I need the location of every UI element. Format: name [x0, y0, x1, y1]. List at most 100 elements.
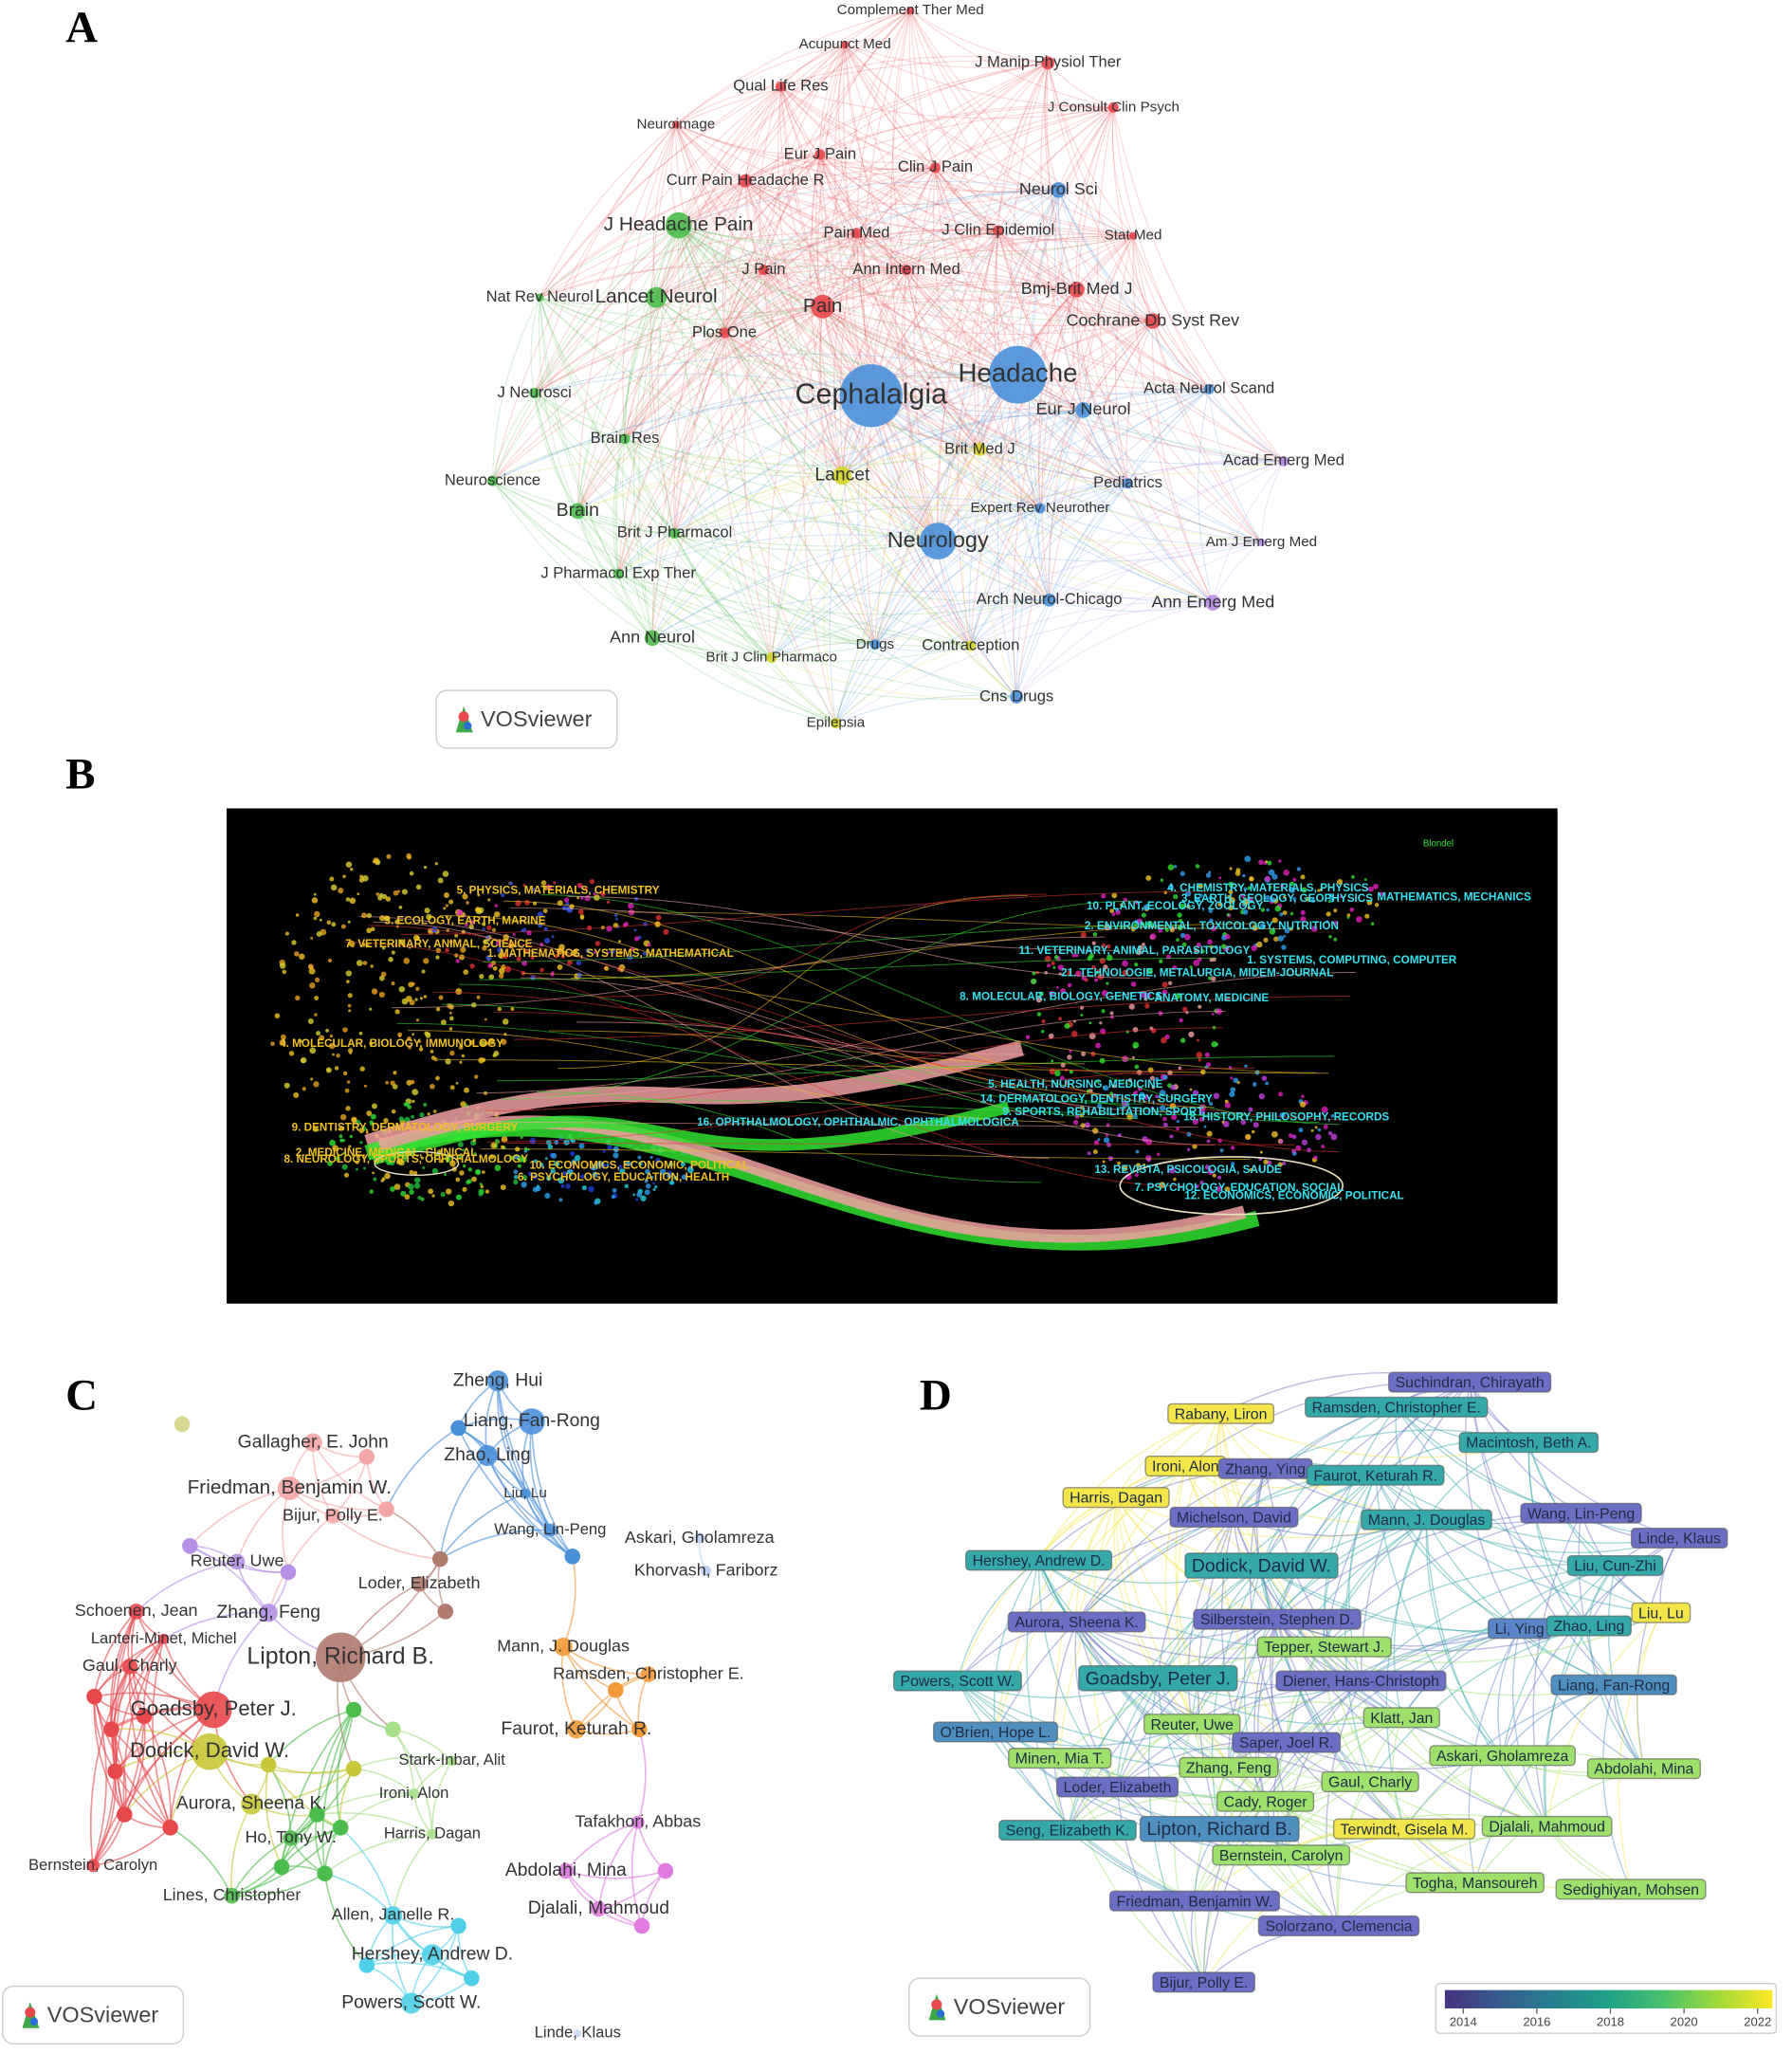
- journal-dot: [355, 1160, 359, 1164]
- edge: [1337, 1716, 1402, 1926]
- edge: [978, 449, 1041, 509]
- journal-dot: [469, 920, 475, 926]
- journal-dot: [335, 1155, 341, 1162]
- journal-dot: [1326, 911, 1331, 917]
- edge: [803, 306, 836, 724]
- node-label: Allen, Janelle R.: [332, 1905, 455, 1924]
- journal-dot: [472, 1138, 476, 1143]
- journal-dot: [1080, 1051, 1087, 1056]
- journal-dot: [501, 892, 505, 898]
- node: [973, 443, 987, 456]
- journal-dot: [606, 1164, 610, 1167]
- edge: [492, 456, 843, 482]
- edge: [935, 167, 1153, 322]
- edge: [856, 106, 1114, 234]
- journal-dot: [370, 964, 374, 968]
- edge: [874, 483, 1128, 646]
- journal-dot: [427, 1112, 430, 1116]
- journal-dot: [544, 1192, 551, 1200]
- edge: [844, 44, 1077, 290]
- journal-dot: [1209, 1101, 1214, 1107]
- edge: [110, 1729, 127, 1815]
- edge: [1152, 321, 1214, 603]
- edge: [1039, 507, 1214, 604]
- node-label: Eur J Pain: [784, 144, 856, 162]
- edge: [92, 1729, 116, 1866]
- journal-dot: [1176, 938, 1179, 942]
- edge: [1049, 599, 1214, 613]
- edge: [538, 297, 578, 512]
- edge: [624, 269, 907, 440]
- journal-dot: [558, 1177, 565, 1184]
- journal-dot: [502, 1018, 509, 1025]
- node: [86, 1859, 100, 1873]
- edge: [744, 180, 764, 270]
- edge: [874, 507, 1041, 646]
- edge: [230, 1837, 292, 1897]
- edge: [744, 180, 843, 476]
- edge: [624, 438, 836, 724]
- journal-dot: [344, 1088, 350, 1093]
- edge: [678, 225, 1153, 322]
- edge: [539, 266, 764, 299]
- edge: [779, 86, 821, 156]
- journal-dot: [348, 1145, 352, 1148]
- edge: [539, 167, 936, 299]
- edge: [1076, 1468, 1266, 1622]
- node-label: Harris, Dagan: [384, 1824, 481, 1842]
- journal-dot: [1159, 959, 1163, 963]
- corner-text: Blondel: [1423, 838, 1454, 849]
- journal-dot: [632, 1193, 636, 1197]
- journal-dot: [523, 1149, 528, 1153]
- journal-dot: [578, 885, 582, 889]
- edge: [1112, 107, 1285, 462]
- node: [194, 1691, 232, 1729]
- journal-dot: [388, 957, 393, 962]
- journal-dot: [530, 955, 535, 960]
- journal-dot: [606, 926, 613, 932]
- journal-dot: [1041, 1019, 1046, 1024]
- journal-dot: [1328, 892, 1334, 898]
- edge: [492, 438, 626, 482]
- edge: [624, 332, 725, 440]
- edges: [491, 9, 1285, 724]
- edge: [678, 225, 1134, 259]
- journal-dot: [580, 896, 584, 900]
- journal-dot: [1291, 1134, 1297, 1140]
- node-label: Michelson, David: [1177, 1510, 1291, 1526]
- edge: [779, 86, 980, 450]
- edge: [744, 180, 1018, 376]
- journal-dot: [490, 941, 494, 944]
- edge: [617, 504, 1041, 575]
- edge: [1076, 235, 1134, 290]
- journal-dot: [482, 945, 487, 951]
- node-label: Arch Neurol-Chicago: [977, 590, 1123, 608]
- journal-dot: [449, 1085, 455, 1091]
- journal-dot: [635, 1198, 639, 1201]
- node-label: Dodick, David W.: [130, 1738, 289, 1762]
- journal-dot: [406, 995, 412, 1002]
- journal-dot: [1226, 913, 1230, 917]
- edge: [978, 107, 1114, 449]
- node: [1203, 383, 1215, 394]
- journal-dot: [1292, 877, 1297, 882]
- edge: [723, 332, 972, 647]
- edge: [1016, 107, 1114, 376]
- edge: [539, 297, 773, 658]
- journal-dot: [1251, 944, 1257, 952]
- journal-dot: [1278, 1091, 1283, 1097]
- journal-dot: [1051, 961, 1055, 966]
- edge: [997, 229, 1153, 322]
- edge: [841, 167, 936, 476]
- journal-dot: [521, 1174, 528, 1181]
- edge: [1057, 189, 1134, 237]
- node-label: Plos One: [692, 322, 757, 340]
- journal-dot: [270, 1041, 275, 1047]
- node: Seng, Elizabeth K.: [998, 1820, 1137, 1842]
- journal-dot: [338, 1126, 344, 1131]
- node: [536, 293, 544, 302]
- journal-dot: [1194, 947, 1198, 953]
- journal-dot: [455, 988, 463, 996]
- edge: [1116, 1565, 1262, 1787]
- journal-dot: [1229, 867, 1233, 871]
